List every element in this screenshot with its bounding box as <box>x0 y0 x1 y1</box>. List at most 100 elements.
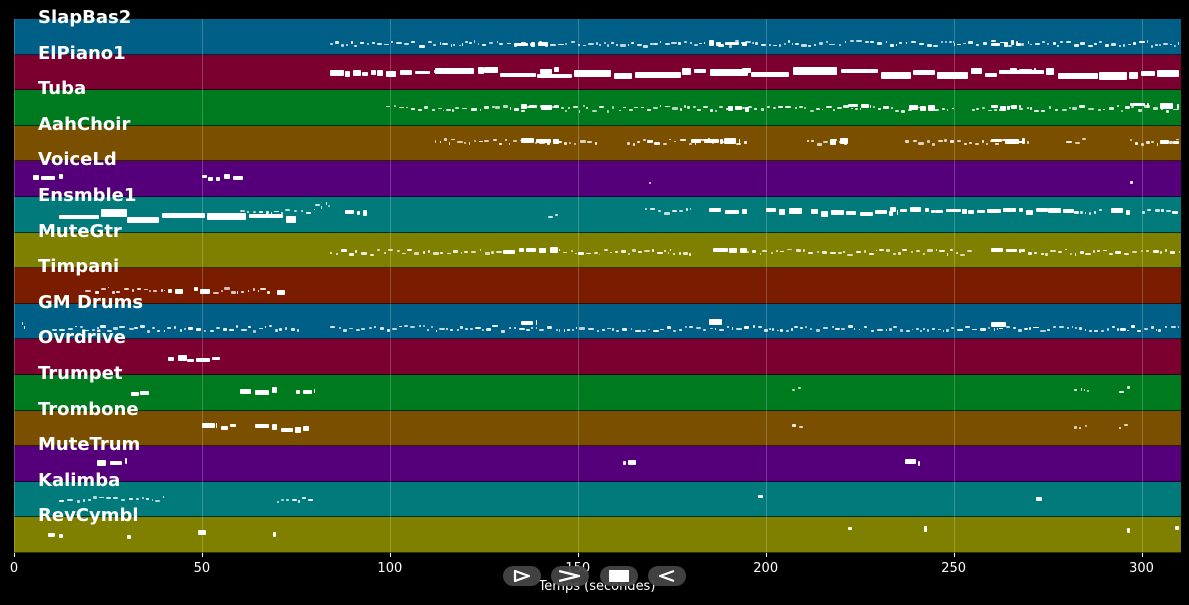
note-mark <box>222 328 228 331</box>
note-block <box>923 526 928 532</box>
note-mark <box>895 43 898 46</box>
note-mark <box>816 251 819 254</box>
note-mark <box>943 329 945 333</box>
note-mark <box>112 291 115 295</box>
note-block <box>742 67 751 73</box>
note-mark <box>687 106 690 110</box>
note-mark <box>853 327 855 331</box>
note-mark <box>1093 250 1095 253</box>
track-lane[interactable] <box>14 161 1181 197</box>
note-block <box>553 139 559 144</box>
x-tick-mark <box>1141 553 1143 557</box>
note-mark <box>946 329 949 332</box>
note-mark <box>700 138 707 142</box>
note-mark <box>1046 43 1050 45</box>
note-mark <box>241 329 247 332</box>
note-mark <box>555 329 558 332</box>
track-lane[interactable] <box>14 54 1181 91</box>
note-mark <box>1042 41 1045 43</box>
note-mark <box>247 290 250 293</box>
note-mark <box>975 108 980 110</box>
note-mark <box>558 248 561 252</box>
track-lane[interactable] <box>14 232 1181 269</box>
note-block <box>399 69 413 75</box>
note-mark <box>284 327 287 331</box>
track-lane[interactable] <box>14 375 1181 411</box>
note-mark <box>1165 326 1168 329</box>
note-mark <box>1089 211 1091 215</box>
note-mark <box>277 501 280 504</box>
note-mark <box>568 107 571 110</box>
note-mark <box>620 44 627 47</box>
note-block <box>968 210 975 215</box>
track-lane[interactable] <box>14 446 1181 482</box>
note-mark <box>470 108 477 111</box>
note-block <box>414 71 430 75</box>
note-mark <box>833 108 835 112</box>
note-block <box>239 388 251 395</box>
track-lane[interactable] <box>14 125 1181 162</box>
track-divider <box>14 551 1181 553</box>
note-block <box>859 212 873 217</box>
forward-button[interactable] <box>551 566 589 586</box>
note-block <box>109 461 123 466</box>
track-lane[interactable] <box>14 339 1181 375</box>
note-mark <box>606 44 609 47</box>
note-mark <box>888 328 892 331</box>
note-mark <box>1026 107 1029 110</box>
note-block <box>740 247 747 254</box>
back-button[interactable] <box>648 566 686 586</box>
note-mark <box>799 426 803 429</box>
track-lane[interactable] <box>14 481 1181 518</box>
note-mark <box>509 106 512 110</box>
note-block <box>738 139 740 145</box>
note-block <box>1036 496 1042 502</box>
track-lane[interactable] <box>14 19 1181 55</box>
note-mark <box>985 142 989 145</box>
x-tick-label: 0 <box>9 561 19 576</box>
note-mark <box>405 106 408 109</box>
note-mark <box>571 328 575 332</box>
note-mark <box>679 139 686 141</box>
track-lane[interactable] <box>14 268 1181 304</box>
note-mark <box>424 106 429 110</box>
track-name-label: Timpani <box>38 256 120 278</box>
note-block <box>1063 209 1074 214</box>
note-mark <box>677 42 681 46</box>
note-mark <box>817 143 822 146</box>
note-mark <box>145 497 150 500</box>
note-mark <box>270 211 273 214</box>
note-mark <box>547 325 552 329</box>
track-plot-area[interactable] <box>14 19 1181 553</box>
note-mark <box>689 252 691 256</box>
note-block <box>535 319 537 325</box>
stop-button[interactable] <box>600 566 638 586</box>
note-mark <box>1176 138 1180 141</box>
note-mark <box>366 43 369 46</box>
note-block <box>126 216 160 223</box>
note-mark <box>764 329 768 332</box>
note-mark <box>956 252 958 255</box>
note-mark <box>83 498 85 502</box>
note-mark <box>259 210 264 214</box>
play-button[interactable] <box>503 566 541 586</box>
note-mark <box>703 41 706 45</box>
note-mark <box>815 108 820 110</box>
track-lane[interactable] <box>14 517 1181 553</box>
note-block <box>313 389 315 393</box>
note-mark <box>718 105 724 108</box>
note-mark <box>726 326 729 329</box>
note-mark <box>67 498 73 502</box>
track-lane[interactable] <box>14 197 1181 233</box>
note-mark <box>196 327 201 331</box>
track-lane[interactable] <box>14 303 1181 340</box>
track-lane[interactable] <box>14 410 1181 447</box>
note-block <box>1146 103 1150 108</box>
note-mark <box>149 290 152 293</box>
track-lane[interactable] <box>14 90 1181 126</box>
note-mark <box>1152 249 1159 253</box>
note-mark <box>1059 325 1065 328</box>
note-mark <box>678 209 684 212</box>
note-mark <box>1137 109 1142 113</box>
note-mark <box>949 248 953 252</box>
